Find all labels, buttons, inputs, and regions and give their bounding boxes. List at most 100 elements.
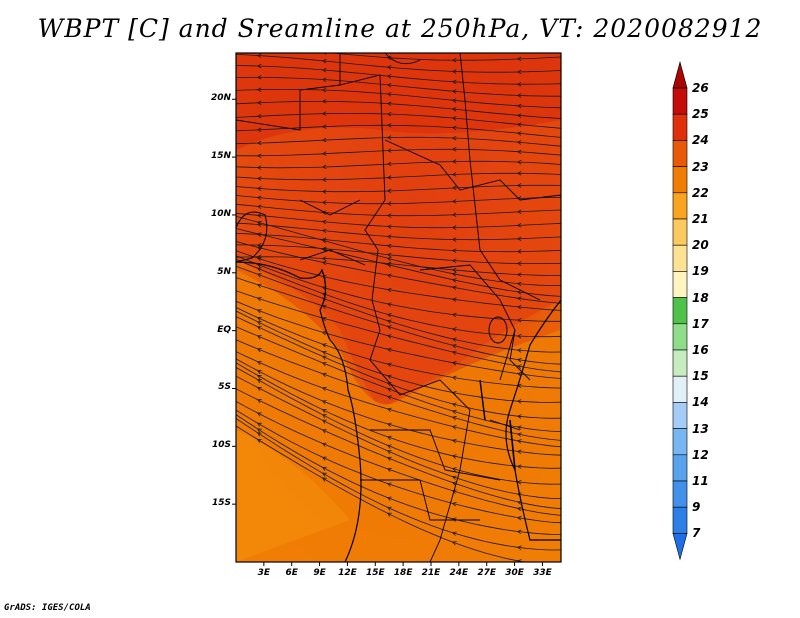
streamline-arrow	[321, 137, 327, 143]
streamline-arrow	[516, 223, 522, 228]
map-frame	[235, 52, 562, 563]
streamline-arrow	[386, 467, 392, 473]
streamline-arrow	[256, 297, 262, 302]
streamline-arrow	[516, 414, 522, 419]
streamline-arrow	[451, 489, 457, 494]
streamline-arrow	[321, 331, 327, 336]
colorbar-box	[672, 323, 688, 351]
streamline-arrow	[386, 435, 392, 441]
streamline-arrow	[451, 107, 457, 112]
streamline-arrow	[256, 87, 262, 92]
border-line-4	[459, 53, 541, 301]
streamline-arrow	[451, 350, 457, 355]
streamline-arrow	[516, 261, 522, 266]
streamline	[236, 418, 561, 551]
colorbar-box	[672, 402, 688, 429]
streamline-arrow	[321, 466, 327, 471]
streamline-arrow	[386, 387, 392, 392]
colorbar-label: 26	[692, 81, 709, 95]
streamline-arrow	[386, 512, 392, 517]
streamline-arrow	[386, 74, 392, 79]
grads-credit: GrADS: IGES/COLA	[4, 603, 91, 613]
colorbar-box	[672, 428, 688, 456]
streamline-arrow	[516, 93, 522, 98]
streamline-arrow	[451, 297, 457, 302]
streamline-arrow	[516, 56, 522, 62]
streamline-arrow	[321, 124, 327, 129]
colorbar-box	[672, 244, 688, 272]
streamline-arrow	[451, 438, 457, 444]
streamline-arrow	[386, 287, 392, 293]
streamline-arrow	[256, 387, 262, 392]
coastline-west-africa	[236, 211, 268, 263]
streamline	[236, 316, 561, 419]
streamline-arrow	[516, 464, 522, 469]
lon-label: 24E	[449, 568, 469, 578]
colorbar-box	[672, 297, 688, 325]
streamline-arrow	[321, 151, 327, 156]
streamline	[236, 215, 561, 286]
lat-label: 15N	[210, 151, 231, 162]
streamline-arrow	[256, 153, 262, 158]
streamline-arrow	[516, 432, 522, 437]
streamline-arrow	[256, 335, 262, 340]
streamline-arrow	[321, 58, 327, 64]
coolest-southwest	[236, 430, 350, 562]
streamline	[236, 160, 561, 169]
streamline-arrow	[386, 422, 392, 427]
streamline-arrow	[256, 254, 262, 260]
streamline	[236, 255, 561, 322]
streamline	[236, 265, 561, 353]
streamline-arrow	[451, 475, 457, 480]
streamline-arrow	[386, 161, 392, 167]
lon-label: 21E	[421, 568, 441, 578]
streamline	[328, 53, 561, 61]
streamline	[236, 212, 561, 229]
streamline-arrow	[321, 87, 327, 93]
streamline	[236, 409, 561, 524]
streamline-arrow	[516, 281, 522, 287]
streamline-arrow	[451, 454, 457, 459]
streamline-arrow	[386, 444, 392, 449]
streamline-arrow	[321, 99, 327, 104]
streamline-arrow	[321, 228, 327, 234]
streamline-arrow	[451, 517, 457, 522]
streamline-arrow	[386, 148, 392, 153]
streamline-arrow	[256, 140, 262, 146]
coastlines	[236, 53, 561, 562]
colorbar-box	[672, 349, 688, 377]
streamline-arrow	[451, 541, 457, 546]
streamline	[236, 375, 561, 499]
streamline	[236, 425, 527, 562]
streamline-arrow	[256, 348, 262, 353]
colorbar-box	[672, 87, 688, 115]
streamline-arrow	[386, 302, 392, 307]
streamline-arrow	[321, 77, 327, 83]
streamline-arrow	[516, 364, 522, 369]
colorbar	[672, 60, 688, 561]
colorbar-box	[672, 375, 688, 403]
streamline	[236, 54, 561, 73]
streamline-arrow	[451, 375, 457, 381]
border-line-7	[360, 429, 501, 521]
streamline	[236, 241, 561, 304]
streamline-arrow	[516, 333, 522, 339]
streamline	[236, 228, 561, 297]
streamline-arrow	[386, 325, 392, 330]
streamline-arrow	[516, 131, 522, 136]
streamline	[236, 339, 561, 441]
lat-label: 5S	[218, 382, 231, 393]
streamline-arrow	[516, 296, 522, 301]
colorbar-bottom-arrow	[672, 533, 688, 561]
streamline-arrow	[451, 278, 457, 283]
streamline-arrow	[451, 502, 457, 507]
lon-label: 9E	[313, 568, 326, 578]
streamline-arrow	[451, 135, 457, 141]
streamline-arrow	[256, 63, 262, 69]
streamline-arrow	[386, 234, 392, 239]
streamline	[236, 401, 561, 516]
streamline-arrow	[321, 456, 327, 461]
streamline-arrow	[256, 213, 262, 218]
streamline	[236, 358, 561, 456]
streamline-arrow	[451, 337, 457, 342]
